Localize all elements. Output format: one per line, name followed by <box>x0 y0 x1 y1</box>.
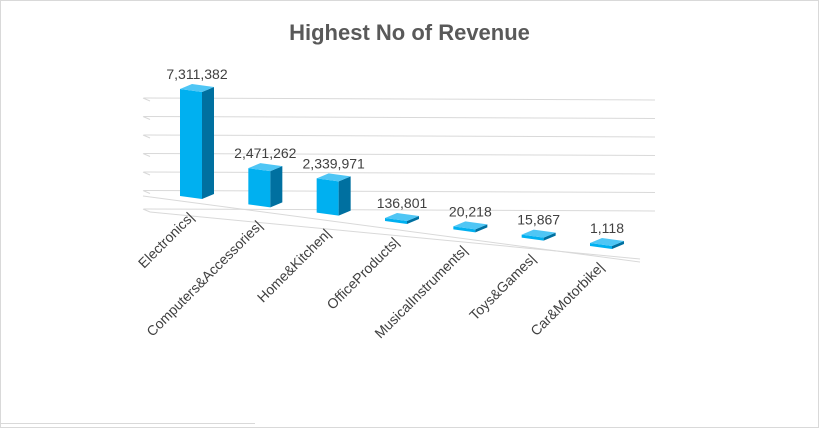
gridline <box>143 116 656 119</box>
bar <box>180 89 202 199</box>
axis-tick <box>142 171 151 176</box>
axis-tick <box>142 97 151 102</box>
axis-tick <box>142 116 151 120</box>
category-label: Toys&Games| <box>466 250 539 323</box>
bar-top <box>521 229 556 238</box>
bar-side <box>202 87 214 199</box>
bar-side <box>270 166 283 208</box>
bar <box>316 178 339 216</box>
axis-tick <box>142 153 151 157</box>
data-label: 20,218 <box>449 203 492 219</box>
bar-top <box>180 84 214 92</box>
bar-top <box>385 213 419 221</box>
bar <box>521 234 544 241</box>
bar <box>385 218 407 224</box>
floor-back-edge <box>149 211 641 260</box>
data-label: 7,311,382 <box>166 66 227 82</box>
gridline <box>143 153 656 156</box>
category-label: Car&Motorbike| <box>527 259 607 339</box>
bar <box>248 168 271 208</box>
gridline <box>143 171 656 175</box>
bar-top <box>248 163 283 172</box>
bar-side <box>338 176 351 216</box>
bottom-border <box>0 423 255 429</box>
chart-title: Highest No of Revenue <box>289 20 530 45</box>
data-label: 136,801 <box>377 195 428 211</box>
gridline <box>143 208 656 212</box>
gridline <box>143 134 656 138</box>
bar-top <box>453 221 488 230</box>
gridline <box>143 97 656 101</box>
bar-side <box>407 216 419 224</box>
data-label: 2,339,971 <box>303 155 365 171</box>
bar-side <box>612 241 624 249</box>
bar-top <box>316 173 351 182</box>
data-label: 1,118 <box>590 220 624 236</box>
bar-side <box>475 224 488 233</box>
category-label: Electronics| <box>135 209 197 271</box>
bar-side <box>543 232 556 241</box>
axis-tick <box>142 208 151 213</box>
bar-top <box>590 238 624 246</box>
data-label: 2,471,262 <box>234 145 296 161</box>
axis-tick <box>142 134 151 139</box>
bar <box>453 226 476 233</box>
data-label: 15,867 <box>517 212 560 228</box>
gridline <box>143 190 656 193</box>
category-label: OfficeProducts| <box>323 234 402 313</box>
bar <box>590 243 612 249</box>
axis-tick <box>142 190 151 194</box>
category-label: Home&Kitchen| <box>254 225 334 305</box>
